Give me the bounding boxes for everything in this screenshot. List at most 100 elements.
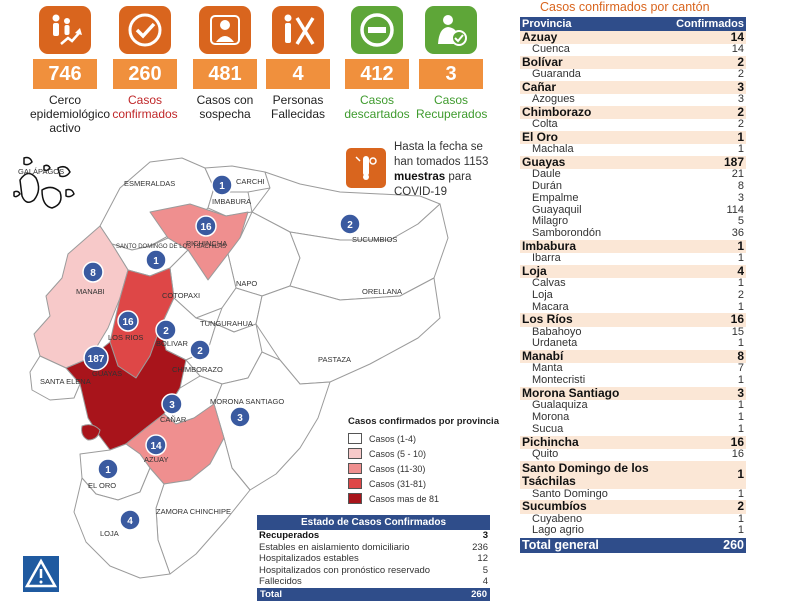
canton-row: Samborondón 36: [532, 227, 744, 240]
svg-text:2: 2: [197, 346, 203, 357]
marker-chimborazo: 2: [189, 339, 211, 361]
stat-recuperados: 3 Casos Recuperados: [416, 6, 488, 121]
canton-row: Sucua 1: [532, 422, 744, 435]
canton-row: Macara 1: [532, 300, 744, 313]
province-orellana: [289, 203, 449, 301]
marker-los-rios: 16: [117, 310, 139, 332]
province-row: Sucumbíos 2: [520, 499, 746, 514]
svg-text:3: 3: [237, 413, 243, 424]
label-los-rios: LOS RIOS: [108, 333, 143, 342]
canton-row: Colta 2: [532, 118, 744, 131]
stat-sospecha: 481 Casos con sospecha: [190, 6, 260, 121]
marker-imbabura: 1: [211, 174, 233, 196]
minus-circle-icon: [351, 6, 403, 54]
province-row: Loja 4: [520, 263, 746, 279]
svg-text:16: 16: [200, 222, 212, 233]
province-row: El Oro 1: [520, 129, 746, 145]
canton-row: Gualaquiza 1: [532, 399, 744, 412]
label-manabi: MANABI: [76, 287, 105, 296]
label-chimborazo: CHIMBORAZO: [172, 365, 223, 374]
stat-label: Cerco epidemiológico activo: [30, 93, 111, 135]
case-markers: 1 16 2 1 8 16 2 187 2 3 3 14 1 4: [82, 174, 361, 531]
canton-row: Santo Domingo 1: [532, 487, 744, 500]
canton-table-header: Provincia Confirmados: [520, 17, 746, 31]
marker-azuay: 14: [145, 434, 167, 456]
canton-row: Azogues 3: [532, 93, 744, 106]
ecuador-province-map: GALÁPAGOS ESMERALDAS CARCHI IMBABURA PIC…: [13, 156, 449, 579]
stat-label: Casos Recuperados: [416, 93, 488, 121]
label-napo: NAPO: [236, 279, 257, 288]
people-x-icon: [272, 6, 324, 54]
status-row: Fallecidos 4: [259, 576, 488, 587]
canton-row: Guaranda 2: [532, 68, 744, 81]
canton-row: Guayaquil 114: [532, 203, 744, 216]
canton-row: Loja 2: [532, 288, 744, 301]
marker-manabi: 8: [82, 261, 104, 283]
svg-text:14: 14: [150, 441, 162, 452]
canton-row: Morona 1: [532, 411, 744, 423]
stat-value: 3: [419, 59, 483, 89]
check-circle-icon: [119, 6, 171, 54]
label-esmeraldas: ESMERALDAS: [124, 179, 175, 188]
province-row: Chimborazo 2: [520, 104, 746, 120]
canton-row: Daule 21: [532, 168, 744, 181]
canton-row: Urdaneta 1: [532, 337, 744, 350]
marker-el-oro: 1: [97, 458, 119, 480]
test-tube-icon: [346, 148, 386, 188]
canton-row: Durán 8: [532, 179, 744, 192]
label-tungurahua: TUNGURAHUA: [200, 319, 253, 328]
canton-row: Cuenca 14: [532, 43, 744, 56]
canton-table-title: Casos confirmados por cantón: [540, 0, 710, 14]
canton-row: Ibarra 1: [532, 252, 744, 265]
svg-text:16: 16: [122, 317, 134, 328]
legend-item: Casos mas de 81: [348, 491, 508, 506]
province-row: Guayas 187: [520, 154, 746, 170]
marker-guayas: 187: [83, 345, 109, 371]
svg-text:8: 8: [90, 268, 96, 279]
samples-note: Hasta la fecha se han tomados 1153 muest…: [394, 141, 489, 198]
status-table: Estado de Casos Confirmados Recuperados 3…: [257, 515, 490, 601]
svg-text:3: 3: [169, 400, 175, 411]
galapagos-islands: [13, 156, 75, 209]
canton-row: Calvas 1: [532, 277, 744, 290]
label-guayas: GUAYAS: [92, 369, 122, 378]
status-table-title: Estado de Casos Confirmados: [257, 515, 490, 530]
svg-text:4: 4: [127, 516, 133, 527]
medical-doctor-icon: [199, 6, 251, 54]
province-row: Azuay 14: [520, 30, 746, 45]
stat-value: 481: [193, 59, 257, 89]
svg-text:2: 2: [347, 220, 353, 231]
label-el-oro: EL ORO: [88, 481, 116, 490]
status-row: Estables en aislamiento domiciliario 236: [259, 541, 488, 553]
province-row: Santo Domingo de los Tsáchilas 1: [520, 460, 746, 489]
canton-table-body: Azuay 14 Cuenca 14 Bolívar 2 Guaranda 2 Cañar 3 Az…: [520, 30, 746, 537]
marker-pichincha: 16: [195, 215, 217, 237]
label-imbabura: IMBABURA: [212, 197, 251, 206]
family-growth-icon: [39, 6, 91, 54]
recovered-person-icon: [425, 6, 477, 54]
canton-row: Empalme 3: [532, 191, 744, 204]
label-carchi: CARCHI: [236, 177, 265, 186]
legend-item: Casos (5 - 10): [348, 446, 508, 461]
province-row: Imbabura 1: [520, 238, 746, 254]
label-santa-elena: SANTA ELENA: [40, 377, 91, 386]
label-pichincha: PICHINCHA: [186, 239, 227, 248]
canton-total-row: Total general 260: [520, 538, 746, 554]
status-row: Recuperados 3: [259, 530, 488, 541]
canton-row: Manta 7: [532, 362, 744, 375]
canton-row: Cuyabeno 1: [532, 512, 744, 525]
province-row: Bolívar 2: [520, 54, 746, 70]
canton-row: Milagro 5: [532, 215, 744, 228]
marker-sucumbios: 2: [339, 213, 361, 235]
province-row: Los Ríos 16: [520, 312, 746, 327]
label-santo-domingo: SANTO DOMINGO DE LOS TSÁCHILAS: [116, 243, 226, 250]
status-row: Hospitalizados estables 12: [259, 553, 488, 564]
province-row: Cañar 3: [520, 79, 746, 95]
svg-text:1: 1: [105, 465, 111, 476]
legend-item: Casos (11-30): [348, 461, 508, 476]
canton-row: Quito 16: [532, 447, 744, 460]
legend-title: Casos confirmados por provincia: [348, 416, 499, 427]
marker-loja: 4: [119, 509, 141, 531]
marker-santo-domingo: 1: [145, 249, 167, 271]
stat-value: 412: [345, 59, 409, 89]
